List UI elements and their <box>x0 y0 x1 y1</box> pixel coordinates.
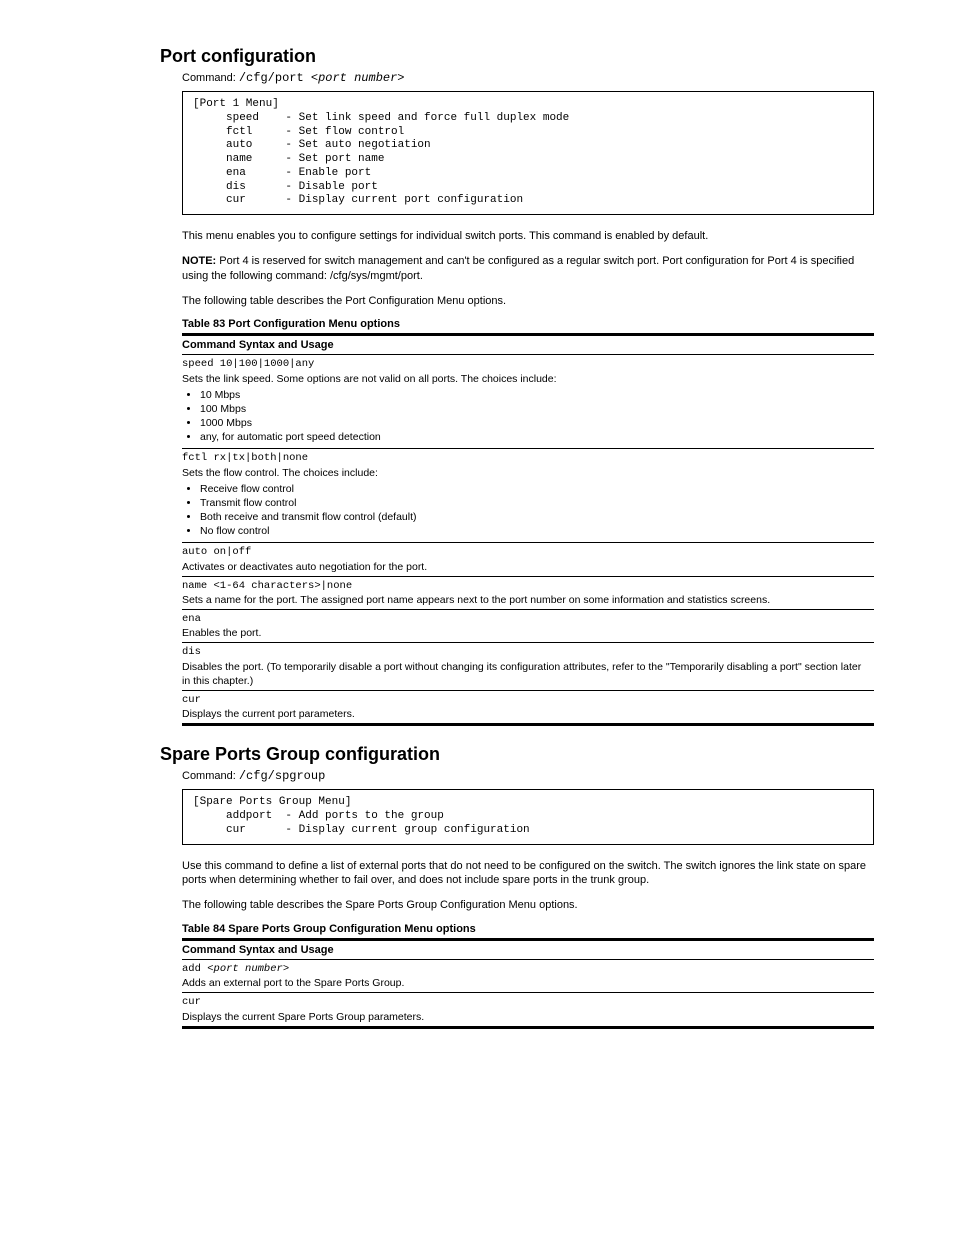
cmd-syntax: speed 10|100|1000|any <box>182 357 868 371</box>
list-item: No flow control <box>200 524 868 538</box>
codebox-spgroup-menu: [Spare Ports Group Menu] addport - Add p… <box>182 789 874 844</box>
list-item: 100 Mbps <box>200 402 868 416</box>
cmd-desc: Disables the port. (To temporarily disab… <box>182 660 868 688</box>
note-text: Port 4 is reserved for switch management… <box>182 255 854 282</box>
command-line-port: Command: /cfg/port <port number> <box>182 71 874 85</box>
section-heading-spgroup: Spare Ports Group configuration <box>160 744 874 765</box>
list-item: Both receive and transmit flow control (… <box>200 510 868 524</box>
table-port-config: Command Syntax and Usage speed 10|100|10… <box>182 333 874 726</box>
table-row: name <1-64 characters>|none Sets a name … <box>182 576 874 609</box>
table-row: speed 10|100|1000|any Sets the link spee… <box>182 355 874 449</box>
section-heading-port: Port configuration <box>160 46 874 67</box>
table-row: auto on|off Activates or deactivates aut… <box>182 543 874 576</box>
cmd-syntax: add <port number> <box>182 962 868 976</box>
cmd-desc: Enables the port. <box>182 626 868 640</box>
cmd-syntax: cur <box>182 693 868 707</box>
list-item: 10 Mbps <box>200 388 868 402</box>
list-item: Receive flow control <box>200 482 868 496</box>
table-row: ena Enables the port. <box>182 610 874 643</box>
table-spgroup-config: Command Syntax and Usage add <port numbe… <box>182 938 874 1029</box>
cmd-syntax: name <1-64 characters>|none <box>182 579 868 593</box>
cmd-desc: Activates or deactivates auto negotiatio… <box>182 560 868 574</box>
table-row: cur Displays the current Spare Ports Gro… <box>182 993 874 1027</box>
cmd-syntax: ena <box>182 612 868 626</box>
cmd-desc: Sets the flow control. The choices inclu… <box>182 466 868 480</box>
note-label: NOTE: <box>182 255 219 267</box>
syntax-pre: add <box>182 963 207 975</box>
para-port-note: NOTE: Port 4 is reserved for switch mana… <box>182 254 874 284</box>
cmd-syntax: fctl rx|tx|both|none <box>182 451 868 465</box>
cmd-desc: Displays the current port parameters. <box>182 707 868 721</box>
cmd-syntax: cur <box>182 995 868 1009</box>
table-caption-spgroup: Table 84 Spare Ports Group Configuration… <box>182 923 874 935</box>
para-port-intro: This menu enables you to configure setti… <box>182 229 874 244</box>
cmd-syntax: dis <box>182 645 868 659</box>
list-item: any, for automatic port speed detection <box>200 430 868 444</box>
list-item: Transmit flow control <box>200 496 868 510</box>
para-spgroup-1: Use this command to define a list of ext… <box>182 859 874 889</box>
cmd-spgroup: /cfg/spgroup <box>239 769 325 783</box>
cmd-param: port number <box>318 71 397 85</box>
bullet-list: 10 Mbps 100 Mbps 1000 Mbps any, for auto… <box>200 388 868 445</box>
table-row: add <port number> Adds an external port … <box>182 960 874 993</box>
cmd-desc: Displays the current Spare Ports Group p… <box>182 1010 868 1024</box>
table-row: cur Displays the current port parameters… <box>182 690 874 724</box>
cmd-suffix: > <box>397 71 404 85</box>
table-header: Command Syntax and Usage <box>182 335 874 355</box>
bullet-list: Receive flow control Transmit flow contr… <box>200 482 868 539</box>
command-line-spgroup: Command: /cfg/spgroup <box>182 769 874 783</box>
table-row: fctl rx|tx|both|none Sets the flow contr… <box>182 449 874 543</box>
cmd-desc: Adds an external port to the Spare Ports… <box>182 976 868 990</box>
cmd-prefix: /cfg/port < <box>239 71 318 85</box>
table-row: dis Disables the port. (To temporarily d… <box>182 643 874 691</box>
table-caption-port: Table 83 Port Configuration Menu options <box>182 318 874 330</box>
syntax-ital: <port number> <box>207 963 289 975</box>
cmd-desc: Sets a name for the port. The assigned p… <box>182 593 868 607</box>
cmd-syntax: auto on|off <box>182 545 868 559</box>
table-title-spgroup: Table 84 Spare Ports Group Configuration… <box>182 923 476 935</box>
cmd-desc: Sets the link speed. Some options are no… <box>182 372 868 386</box>
para-port-table-caption: The following table describes the Port C… <box>182 294 874 309</box>
table-header: Command Syntax and Usage <box>182 940 874 960</box>
list-item: 1000 Mbps <box>200 416 868 430</box>
para-spgroup-2: The following table describes the Spare … <box>182 898 874 913</box>
table-title-port: Table 83 Port Configuration Menu options <box>182 318 400 330</box>
codebox-port-menu: [Port 1 Menu] speed - Set link speed and… <box>182 91 874 215</box>
